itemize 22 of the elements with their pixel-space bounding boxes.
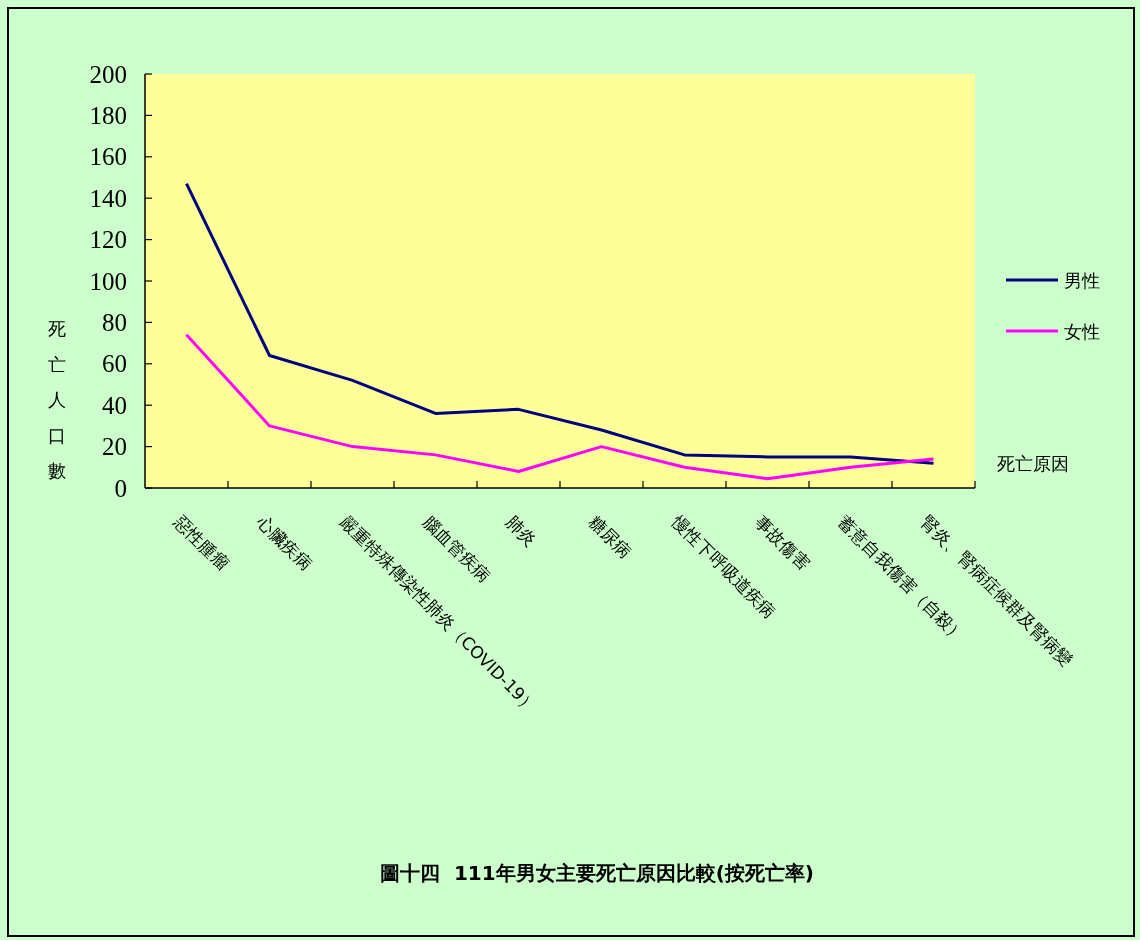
legend-label: 男性 bbox=[1064, 269, 1100, 291]
y-tick-label: 160 bbox=[89, 143, 127, 171]
y-tick-label: 180 bbox=[89, 101, 127, 129]
y-tick-label: 140 bbox=[89, 184, 127, 212]
text: 圖十四 111年男女主要死亡原因比較(按死亡率) bbox=[380, 861, 814, 885]
x-tick-label: 糖尿病 bbox=[585, 511, 636, 562]
y-axis-title: 死亡人口數 bbox=[48, 317, 66, 481]
x-tick-label: 心臟疾病 bbox=[252, 511, 316, 574]
y-tick-label: 0 bbox=[114, 474, 127, 502]
x-tick-label: 事故傷害 bbox=[751, 511, 814, 574]
y-tick-label: 20 bbox=[102, 433, 127, 461]
y-tick-label: 60 bbox=[102, 350, 127, 378]
y-tick-label: 200 bbox=[89, 60, 127, 88]
legend-label: 女性 bbox=[1064, 320, 1100, 342]
x-tick-label: 肺炎 bbox=[502, 511, 541, 550]
y-tick-label: 100 bbox=[89, 267, 127, 295]
y-tick-label: 80 bbox=[102, 308, 127, 336]
x-tick-label: 惡性腫瘤 bbox=[169, 511, 233, 574]
x-axis-title: 死亡原因 bbox=[997, 452, 1069, 474]
y-tick-label: 120 bbox=[89, 226, 127, 254]
x-tick-label: 腦血管疾病 bbox=[419, 511, 494, 586]
y-tick-label: 40 bbox=[102, 391, 127, 419]
